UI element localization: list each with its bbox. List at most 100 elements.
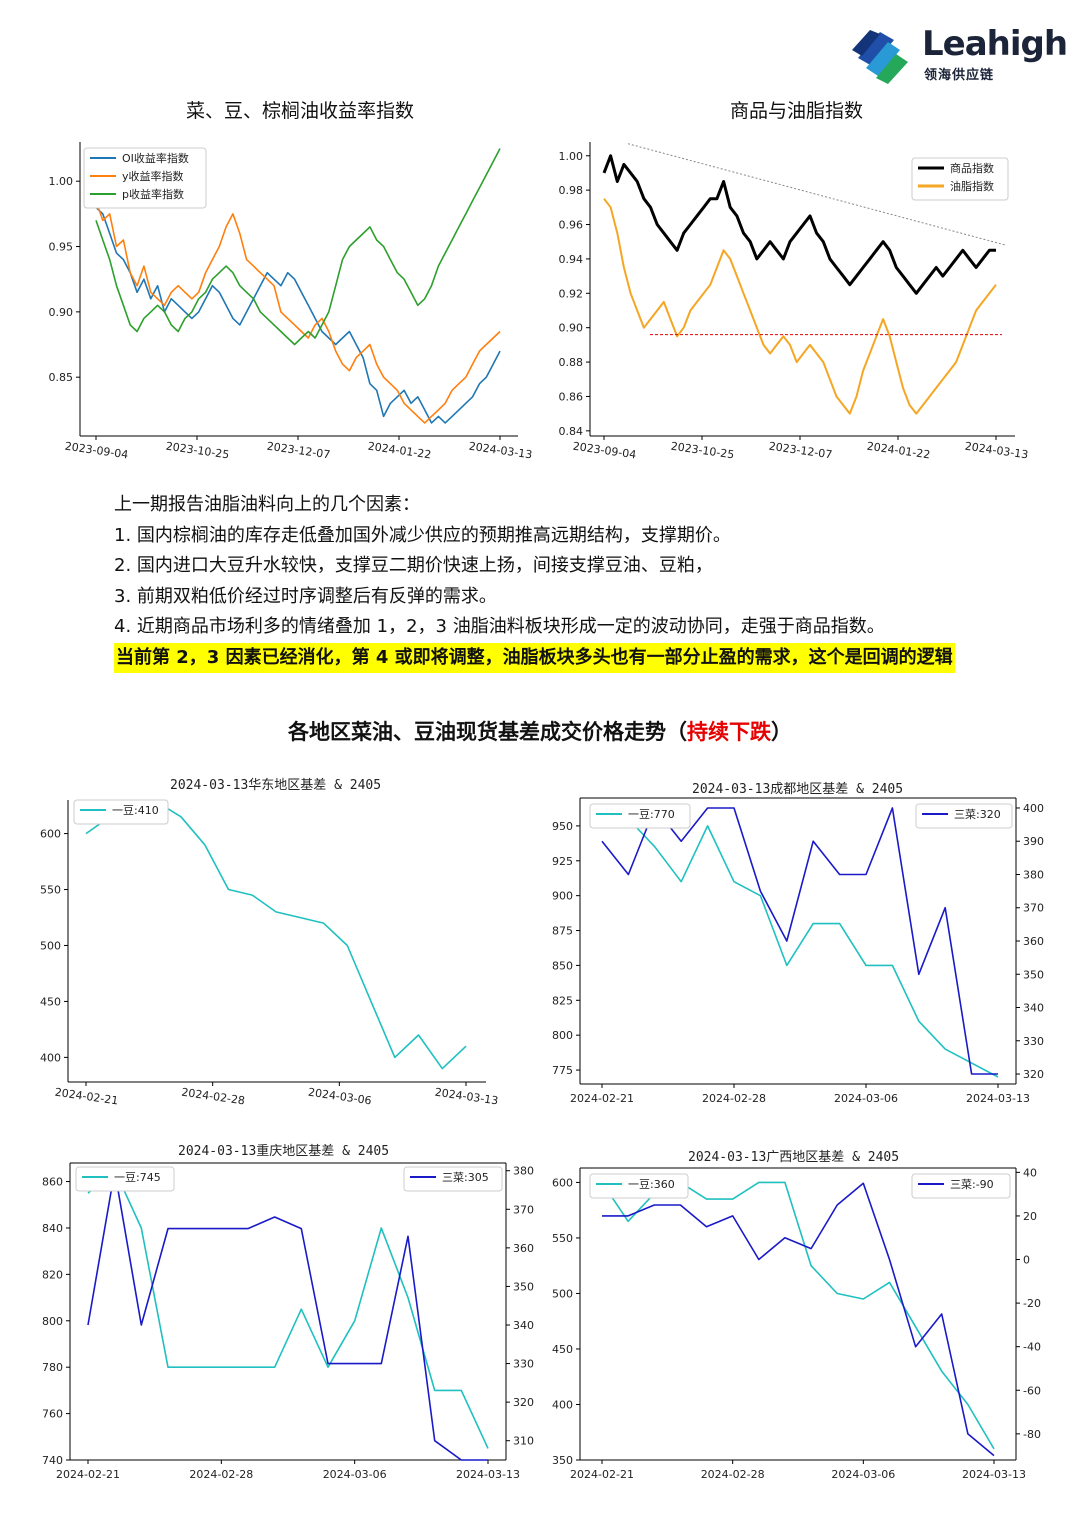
text-point-3: 3. 前期双粕低价经过时序调整后有反弹的需求。 <box>114 585 497 607</box>
y-tick-label-right: 370 <box>513 1203 534 1216</box>
y-tick-label: 0.84 <box>559 425 584 438</box>
chart-chongqing-basis: 740 760 780 800 820 840 860 310 320 330 340 350 360 3… <box>42 1162 534 1481</box>
y-tick-label: 850 <box>552 959 573 972</box>
series-line-1 <box>603 198 997 415</box>
legend-box <box>589 803 691 829</box>
y-tick-label-right: -60 <box>1023 1384 1041 1397</box>
y-tick-label: 450 <box>552 1343 573 1356</box>
y-tick-label: 500 <box>552 1287 573 1300</box>
y-tick-label: 775 <box>552 1064 573 1077</box>
x-tick-label: 2024-03-06 <box>307 1086 372 1108</box>
y-tick-label-right: 380 <box>1023 868 1044 881</box>
y-tick-label: 0.88 <box>559 356 584 369</box>
legend-label: 三菜:305 <box>442 1171 489 1184</box>
series-line-0 <box>95 206 501 424</box>
y-tick-label: 900 <box>552 890 573 903</box>
leahigh-logo: Leahigh 领海供应链 <box>850 22 1068 86</box>
section-title: 各地区菜油、豆油现货基差成交价格走势（持续下跌） <box>0 716 1080 746</box>
y-tick-label: 0.90 <box>49 306 74 319</box>
y-tick-label: 600 <box>552 1176 573 1189</box>
logo-subtitle: 领海供应链 <box>924 68 995 83</box>
legend-box <box>73 799 169 825</box>
y-tick-label-right: 390 <box>1023 835 1044 848</box>
y-tick-label-right: 360 <box>513 1242 534 1255</box>
y-tick-label-right: 0 <box>1023 1254 1030 1267</box>
text-point-2: 2. 国内进口大豆升水较快，支撑豆二期价快速上扬，间接支撑豆油、豆粕， <box>114 555 713 576</box>
legend-label: p收益率指数 <box>122 187 184 201</box>
legend-label: 一豆:745 <box>114 1171 161 1184</box>
y-tick-label-right: 370 <box>1023 902 1044 915</box>
x-tick-label: 2023-09-04 <box>572 440 637 462</box>
y-tick-label: 925 <box>552 855 573 868</box>
y-tick-label: 450 <box>40 995 61 1008</box>
legend-box <box>403 1166 503 1192</box>
x-tick-label: 2024-03-13 <box>468 440 533 462</box>
legend-box <box>911 1173 1011 1199</box>
y-tick-label: 400 <box>552 1398 573 1411</box>
y-tick-label: 740 <box>42 1454 63 1467</box>
y-tick-label: 0.86 <box>559 390 584 403</box>
logo-name: Leahigh <box>922 24 1068 64</box>
chart5-title: 2024-03-13重庆地区基差 & 2405 <box>178 1144 390 1159</box>
x-tick-label: 2023-10-25 <box>670 440 735 462</box>
text-highlight: 当前第 2，3 因素已经消化，第 4 或即将调整，油脂板块多头也有一部分止盈的需… <box>114 642 955 673</box>
legend-box <box>915 803 1013 829</box>
y-tick-label: 820 <box>42 1268 63 1281</box>
series-line-0 <box>85 801 467 1070</box>
y-tick-label-right: -80 <box>1023 1428 1041 1441</box>
y-tick-label-right: 40 <box>1023 1166 1037 1179</box>
legend-label: 商品指数 <box>950 161 994 175</box>
chart6-title: 2024-03-13广西地区基差 & 2405 <box>688 1150 900 1165</box>
series-line-1 <box>87 1169 488 1461</box>
y-tick-label: 950 <box>552 820 573 833</box>
text-point-1: 1. 国内棕榈油的库存走低叠加国外减少供应的预期推高远期结构，支撑期价。 <box>114 524 731 546</box>
chart2-title: 商品与油脂指数 <box>730 100 864 122</box>
y-tick-label: 800 <box>552 1029 573 1042</box>
legend-label: 一豆:360 <box>628 1178 675 1191</box>
y-tick-label: 600 <box>40 828 61 841</box>
x-tick-label: 2023-12-07 <box>266 440 331 462</box>
text-point-4: 4. 近期商品市场利多的情绪叠加 1，2，3 油脂油料板块形成一定的波动协同，走… <box>114 616 885 637</box>
y-tick-label: 1.00 <box>49 175 74 188</box>
series-line-0 <box>602 154 996 295</box>
y-tick-label: 0.92 <box>559 287 584 300</box>
y-tick-label: 1.00 <box>559 150 584 163</box>
y-tick-label-right: 310 <box>513 1435 534 1448</box>
x-tick-label: 2024-03-06 <box>831 1468 895 1481</box>
y-tick-label-right: 20 <box>1023 1210 1037 1223</box>
y-tick-label-right: -40 <box>1023 1341 1041 1354</box>
x-tick-label: 2024-02-21 <box>570 1468 634 1481</box>
y-tick-label: 860 <box>42 1176 63 1189</box>
x-tick-label: 2024-02-28 <box>181 1086 246 1108</box>
series-line-0 <box>601 1181 995 1450</box>
x-tick-label: 2024-03-13 <box>964 440 1029 462</box>
legend-label: OI收益率指数 <box>122 151 189 165</box>
x-tick-label: 2023-09-04 <box>64 440 129 462</box>
y-tick-label: 0.94 <box>559 253 584 266</box>
x-tick-label: 2024-02-21 <box>56 1468 120 1481</box>
chart-commodity-oil-index: 0.84 0.86 0.88 0.90 0.92 0.94 0.96 0.98 1.00 2023… <box>559 142 1029 462</box>
x-tick-label: 2023-12-07 <box>768 440 833 462</box>
x-tick-label: 2024-03-13 <box>456 1468 520 1481</box>
section-title-main: 各地区菜油、豆油现货基差成交价格走势（ <box>288 720 687 744</box>
y-tick-label-right: 320 <box>513 1396 534 1409</box>
x-tick-label: 2023-10-25 <box>165 440 230 462</box>
chart-east-china-basis: 400 450 500 550 600 2024-02-21 2024-02-28 2024-… <box>40 799 499 1108</box>
y-tick-label: 760 <box>42 1408 63 1421</box>
y-tick-label: 0.95 <box>49 241 74 254</box>
x-tick-label: 2024-03-06 <box>834 1092 898 1105</box>
y-tick-label: 0.85 <box>49 371 74 384</box>
y-tick-label-right: 340 <box>1023 1002 1044 1015</box>
legend-label: 一豆:770 <box>628 808 675 821</box>
section-title-end: ） <box>771 720 792 744</box>
y-tick-label: 400 <box>40 1051 61 1064</box>
y-tick-label-right: 340 <box>513 1319 534 1332</box>
y-tick-label: 350 <box>552 1454 573 1467</box>
chart3-title: 2024-03-13华东地区基差 & 2405 <box>170 778 382 793</box>
y-tick-label-right: 400 <box>1023 802 1044 815</box>
x-tick-label: 2024-02-28 <box>701 1468 765 1481</box>
y-tick-label: 550 <box>552 1232 573 1245</box>
y-tick-label: 0.98 <box>559 184 584 197</box>
y-tick-label: 800 <box>42 1315 63 1328</box>
y-tick-label-right: 330 <box>513 1358 534 1371</box>
